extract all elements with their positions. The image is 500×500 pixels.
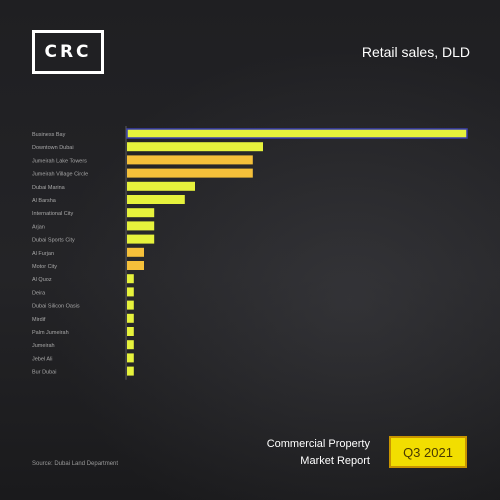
- category-label: Al Barsha: [32, 198, 57, 204]
- chart-title: Retail sales, DLD: [361, 44, 470, 60]
- category-label: Mirdif: [32, 317, 46, 323]
- bar: [127, 327, 134, 336]
- category-label: Arjan: [32, 224, 45, 230]
- bar: [127, 247, 144, 257]
- report-title-line1: Commercial Property: [266, 438, 370, 450]
- category-label: Dubai Silicon Oasis: [32, 304, 80, 310]
- bar: [127, 340, 134, 350]
- category-label: Dubai Sports City: [32, 238, 75, 244]
- category-label: International City: [32, 211, 74, 217]
- category-label: Jebel Ali: [32, 356, 53, 362]
- category-label: Palm Jumeirah: [32, 330, 69, 336]
- category-label: Jumeirah Lake Towers: [32, 158, 87, 164]
- bar: [127, 208, 155, 218]
- category-label: Jumeirah Village Circle: [32, 172, 88, 178]
- bar: [127, 353, 134, 363]
- category-label: Motor City: [32, 264, 57, 270]
- category-label: Dubai Marina: [32, 185, 66, 191]
- bar: [127, 287, 134, 297]
- bar: [127, 221, 155, 231]
- category-label: Al Furjan: [32, 251, 54, 257]
- bar: [127, 234, 155, 244]
- source-note: Source: Dubai Land Department: [32, 461, 119, 467]
- bar: [127, 366, 134, 376]
- bar: [127, 313, 134, 323]
- bar: [127, 300, 134, 310]
- category-label: Bur Dubai: [32, 370, 56, 376]
- category-label: Deira: [32, 290, 46, 296]
- crc-logo: CRC: [32, 30, 104, 74]
- report-title-line2: Market Report: [300, 455, 370, 467]
- bar: [127, 195, 185, 204]
- category-label: Al Quoz: [32, 277, 52, 283]
- bar: [126, 128, 468, 139]
- report-title: Commercial Property Market Report: [242, 436, 370, 470]
- bar: [127, 142, 263, 152]
- category-label: Business Bay: [32, 132, 66, 138]
- category-label: Jumeirah: [32, 343, 55, 349]
- bar: [127, 168, 253, 178]
- period-badge: Q3 2021: [389, 436, 467, 468]
- bar: [127, 274, 134, 284]
- category-label: Downtown Dubai: [32, 145, 74, 151]
- bar: [127, 155, 253, 165]
- bar: [127, 181, 195, 191]
- bar: [127, 261, 144, 270]
